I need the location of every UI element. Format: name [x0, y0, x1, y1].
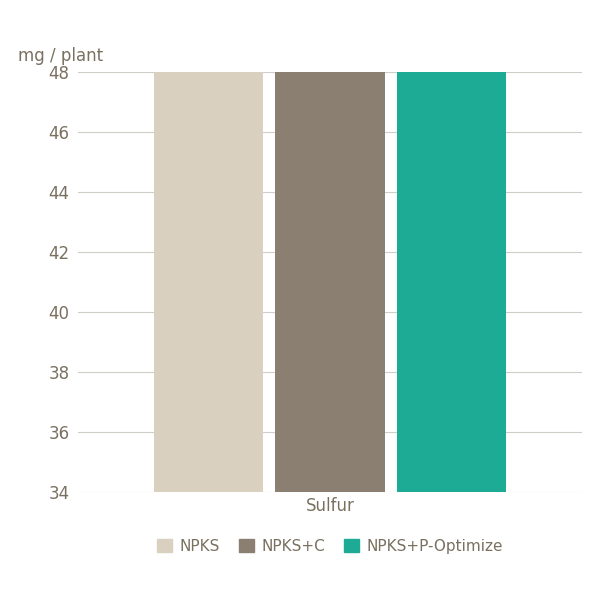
- Bar: [275, 0, 385, 492]
- Bar: [154, 0, 263, 492]
- Bar: [397, 0, 506, 492]
- Legend: NPKS, NPKS+C, NPKS+P-Optimize: NPKS, NPKS+C, NPKS+P-Optimize: [151, 533, 509, 560]
- Text: mg / plant: mg / plant: [17, 47, 103, 65]
